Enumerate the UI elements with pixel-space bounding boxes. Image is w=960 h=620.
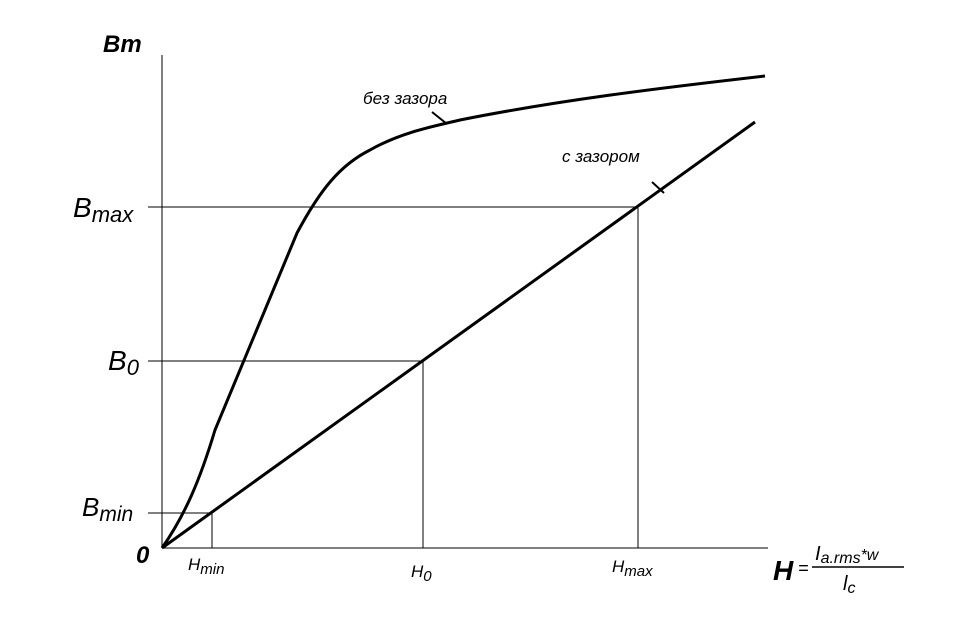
sub: min [200, 561, 224, 578]
equals: = [798, 558, 809, 578]
leader [431, 111, 448, 125]
origin-label: 0 [136, 542, 150, 569]
leader [651, 181, 665, 194]
rest: *w [861, 547, 880, 564]
curve-with-gap [161, 120, 756, 550]
base: l [843, 573, 848, 595]
base: B [82, 492, 99, 522]
x-mark: Hmax [612, 557, 653, 580]
numerator: Ia.rms*w [815, 543, 880, 567]
curve-no-gap [160, 74, 766, 549]
sub: c [847, 580, 855, 597]
sub: min [99, 503, 133, 526]
base: B [73, 192, 92, 223]
base: I [815, 543, 821, 565]
base: B [108, 345, 127, 376]
x-mark: H0 [411, 562, 432, 585]
sub: 0 [127, 355, 140, 380]
x-label: H [773, 555, 794, 586]
y-label: Bm [103, 31, 142, 58]
base: H [612, 557, 625, 576]
y-mark: Bmax [73, 192, 134, 227]
x-mark: Hmin [188, 555, 224, 578]
denominator: lc [843, 573, 855, 597]
curve-label: с зазором [562, 147, 640, 166]
sub: max [92, 202, 135, 227]
y-mark: B0 [108, 345, 140, 380]
sub: a.rms [821, 550, 861, 567]
base: H [188, 555, 201, 574]
curve-label: без зазора [363, 89, 447, 108]
sub: max [624, 563, 653, 580]
base: H [411, 562, 424, 581]
y-mark: Bmin [82, 492, 133, 526]
sub: 0 [423, 568, 432, 585]
